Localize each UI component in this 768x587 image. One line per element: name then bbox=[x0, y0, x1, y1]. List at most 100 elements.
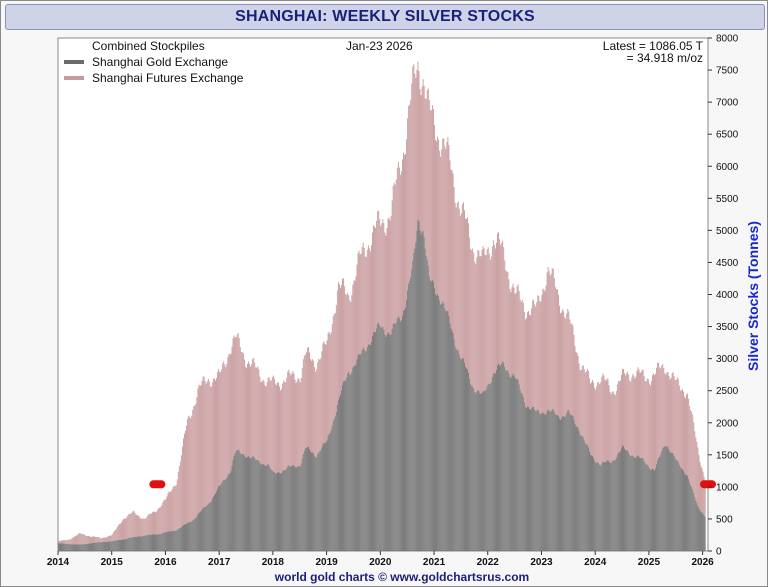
shfe-bar bbox=[415, 77, 417, 243]
sge-bar bbox=[679, 467, 681, 551]
shfe-bar bbox=[659, 367, 661, 457]
sge-bar bbox=[87, 543, 89, 551]
sge-bar bbox=[437, 294, 439, 551]
shfe-bar bbox=[483, 248, 485, 391]
sge-bar bbox=[278, 472, 279, 551]
sge-bar bbox=[513, 375, 515, 551]
sge-bar bbox=[604, 462, 606, 551]
shfe-bar bbox=[90, 536, 91, 544]
shfe-bar bbox=[255, 367, 257, 460]
sge-bar bbox=[129, 537, 131, 551]
sge-bar bbox=[700, 511, 702, 551]
shfe-bar bbox=[550, 273, 552, 411]
sge-bar bbox=[210, 500, 212, 551]
y-tick-label: 5000 bbox=[716, 226, 739, 237]
shfe-bar bbox=[93, 536, 95, 543]
sge-bar bbox=[674, 458, 676, 551]
shfe-bar bbox=[656, 367, 658, 465]
shfe-bar bbox=[219, 371, 221, 486]
shfe-bar bbox=[172, 486, 174, 531]
shfe-bar bbox=[377, 211, 379, 324]
sge-bar bbox=[397, 316, 399, 551]
shfe-bar bbox=[106, 537, 108, 542]
sge-bar bbox=[405, 307, 407, 551]
sge-bar bbox=[86, 543, 88, 551]
sge-bar bbox=[319, 451, 321, 551]
shfe-bar bbox=[467, 216, 468, 370]
shfe-bar bbox=[273, 378, 275, 473]
sge-bar bbox=[144, 535, 146, 551]
sge-bar bbox=[116, 540, 118, 551]
shfe-bar bbox=[260, 381, 262, 465]
sge-bar bbox=[594, 460, 596, 551]
sge-bar bbox=[443, 303, 445, 551]
sge-bar bbox=[67, 543, 69, 551]
shfe-bar bbox=[441, 149, 443, 304]
sge-bar bbox=[364, 351, 366, 551]
sge-bar bbox=[398, 318, 400, 551]
shfe-bar bbox=[541, 294, 543, 414]
shfe-bar bbox=[110, 535, 112, 542]
sge-bar bbox=[559, 418, 560, 551]
shfe-bar bbox=[318, 358, 320, 453]
shfe-bar bbox=[587, 371, 589, 448]
shfe-bar bbox=[317, 362, 319, 454]
shfe-bar bbox=[546, 272, 548, 411]
shfe-bar bbox=[447, 136, 449, 311]
shfe-bar bbox=[66, 540, 68, 544]
shfe-bar bbox=[549, 275, 551, 412]
shfe-bar bbox=[685, 398, 686, 475]
sge-bar bbox=[349, 373, 351, 551]
y-tick-label: 0 bbox=[716, 547, 722, 558]
shfe-bar bbox=[217, 372, 218, 489]
sge-bar bbox=[220, 484, 222, 551]
shfe-bar bbox=[173, 485, 175, 531]
shfe-bar bbox=[537, 295, 539, 410]
shfe-bar bbox=[146, 516, 148, 536]
shfe-bar bbox=[356, 264, 358, 360]
sge-bar bbox=[198, 512, 200, 551]
shfe-bar bbox=[622, 368, 623, 446]
shfe-bar bbox=[212, 378, 214, 497]
shfe-bar bbox=[647, 379, 649, 466]
sge-bar bbox=[486, 385, 488, 551]
shfe-bar bbox=[369, 251, 371, 345]
sge-bar bbox=[96, 542, 98, 551]
sge-bar bbox=[558, 415, 559, 551]
shfe-bar bbox=[481, 249, 483, 393]
sge-bar bbox=[290, 466, 292, 551]
shfe-bar bbox=[528, 310, 529, 407]
sge-bar bbox=[506, 370, 508, 551]
shfe-bar bbox=[243, 359, 245, 456]
sge-bar bbox=[138, 536, 140, 551]
sge-bar bbox=[577, 427, 579, 551]
shfe-bar bbox=[667, 371, 669, 448]
sge-bar bbox=[438, 295, 440, 551]
sge-bar bbox=[393, 322, 395, 551]
sge-bar bbox=[521, 393, 523, 551]
sge-bar bbox=[642, 458, 644, 551]
sge-bar bbox=[224, 479, 226, 551]
sge-bar bbox=[154, 534, 155, 551]
sge-bar bbox=[460, 359, 462, 551]
sge-bar bbox=[308, 446, 309, 551]
shfe-bar bbox=[210, 386, 212, 501]
shfe-bar bbox=[547, 267, 549, 410]
sge-bar bbox=[213, 494, 215, 551]
sge-bar bbox=[100, 542, 102, 551]
shfe-bar bbox=[538, 296, 540, 411]
shfe-bar bbox=[380, 225, 382, 328]
sge-bar bbox=[114, 540, 116, 551]
shfe-bar bbox=[407, 118, 409, 291]
sge-bar bbox=[423, 236, 425, 551]
shfe-bar bbox=[360, 253, 362, 354]
shfe-bar bbox=[355, 276, 357, 365]
sge-bar bbox=[259, 462, 261, 551]
sge-bar bbox=[233, 455, 235, 551]
shfe-bar bbox=[643, 376, 645, 461]
sge-bar bbox=[268, 465, 270, 551]
shfe-bar bbox=[458, 208, 460, 355]
shfe-bar bbox=[465, 218, 466, 367]
sge-bar bbox=[240, 454, 242, 551]
sge-bar bbox=[84, 544, 86, 551]
